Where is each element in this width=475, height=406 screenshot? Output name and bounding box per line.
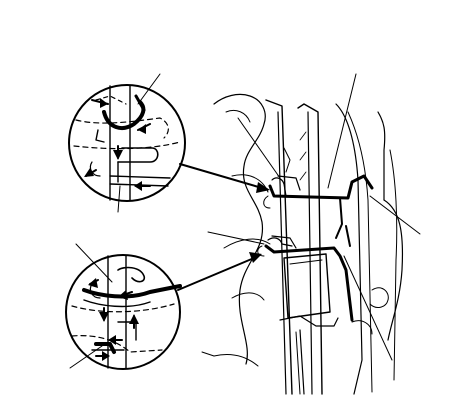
inset-pointer-arrows [177, 163, 270, 291]
detail-inset-lower [65, 254, 182, 370]
upper-wire-hook [263, 174, 374, 239]
leader-left-lower [207, 231, 265, 245]
detail-inset-upper [68, 84, 186, 202]
leader-right-upper [369, 195, 421, 235]
lower-wire-hook [257, 225, 354, 322]
callout-leaders [69, 73, 421, 369]
leader-left-upper-inset2 [75, 243, 113, 283]
leader-top-center [327, 73, 357, 189]
leader-top-left-inset [137, 73, 161, 105]
leader-mid-left [237, 117, 281, 179]
seat-frame-assembly [201, 93, 404, 395]
leader-bottom-left [69, 345, 103, 369]
leader-bottom-right [343, 255, 393, 361]
